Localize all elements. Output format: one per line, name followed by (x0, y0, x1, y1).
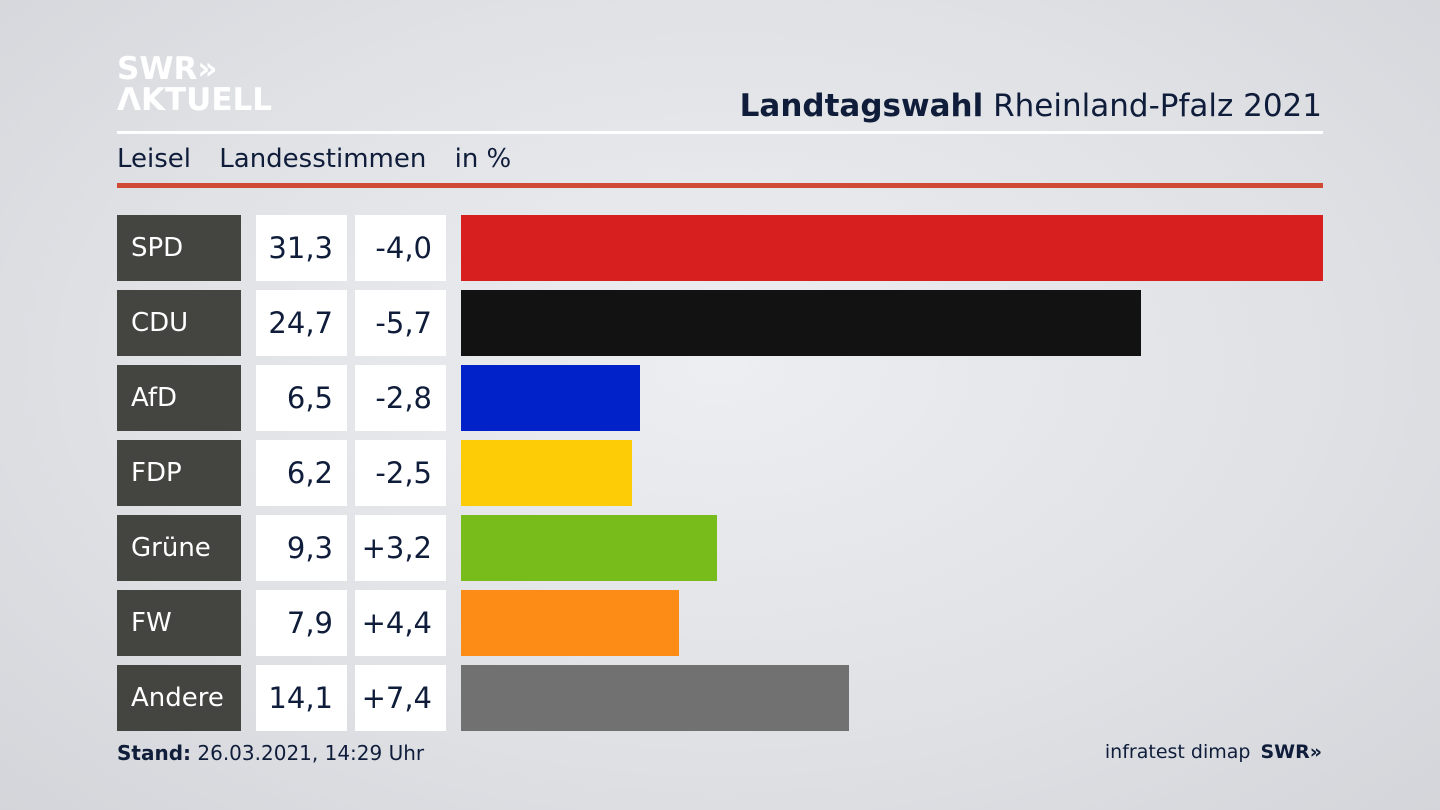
accent-divider (117, 183, 1323, 188)
diff-label: -2,5 (355, 440, 446, 506)
bar (461, 440, 632, 506)
bar (461, 665, 850, 731)
value-label: 14,1 (256, 665, 347, 731)
diff-label: +4,4 (355, 590, 446, 656)
source: infratest dimap SWR» (1105, 741, 1322, 763)
bar-row: AfD 6,5 -2,8 (117, 365, 1323, 431)
stand-value: 26.03.2021, 14:29 Uhr (197, 741, 425, 765)
diff-label: -4,0 (355, 215, 446, 281)
bar-row: FW 7,9 +4,4 (117, 590, 1323, 656)
value-label: 6,5 (256, 365, 347, 431)
diff-label: +3,2 (355, 515, 446, 581)
subtitle-place: Leisel (117, 144, 192, 174)
diff-label: -2,8 (355, 365, 446, 431)
party-label: SPD (117, 215, 241, 281)
party-label: Andere (117, 665, 241, 731)
bar-row: Andere 14,1 +7,4 (117, 665, 1323, 731)
subtitle: Leisel Landesstimmen in % (117, 144, 531, 174)
party-label: AfD (117, 365, 241, 431)
title-rest: Rheinland-Pfalz 2021 (993, 88, 1322, 124)
bar-row: Grüne 9,3 +3,2 (117, 515, 1323, 581)
bar-row: FDP 6,2 -2,5 (117, 440, 1323, 506)
value-label: 7,9 (256, 590, 347, 656)
swr-logo: SWR» (1260, 741, 1322, 763)
bar (461, 515, 718, 581)
source-label: infratest dimap (1104, 741, 1251, 763)
logo-line2: ΛKTUELL (117, 82, 273, 118)
party-label: CDU (117, 290, 241, 356)
bar (461, 365, 640, 431)
chart-title: Landtagswahl Rheinland-Pfalz 2021 (740, 88, 1322, 124)
stand-label: Stand: (117, 741, 192, 765)
diff-label: -5,7 (355, 290, 446, 356)
value-label: 24,7 (256, 290, 347, 356)
value-label: 9,3 (256, 515, 347, 581)
diff-label: +7,4 (355, 665, 446, 731)
bar (461, 290, 1142, 356)
timestamp: Stand: 26.03.2021, 14:29 Uhr (117, 741, 424, 765)
party-label: Grüne (117, 515, 241, 581)
title-bold: Landtagswahl (739, 88, 984, 124)
subtitle-measure: Landesstimmen (219, 144, 427, 174)
logo-line1: SWR» (117, 51, 218, 87)
party-label: FW (117, 590, 241, 656)
bar (461, 215, 1323, 281)
party-label: FDP (117, 440, 241, 506)
bar (461, 590, 679, 656)
value-label: 6,2 (256, 440, 347, 506)
bar-row: CDU 24,7 -5,7 (117, 290, 1323, 356)
value-label: 31,3 (256, 215, 347, 281)
bar-row: SPD 31,3 -4,0 (117, 215, 1323, 281)
swr-aktuell-logo: SWR» ΛKTUELL (117, 54, 272, 116)
subtitle-unit: in % (454, 144, 512, 174)
divider (117, 131, 1323, 134)
